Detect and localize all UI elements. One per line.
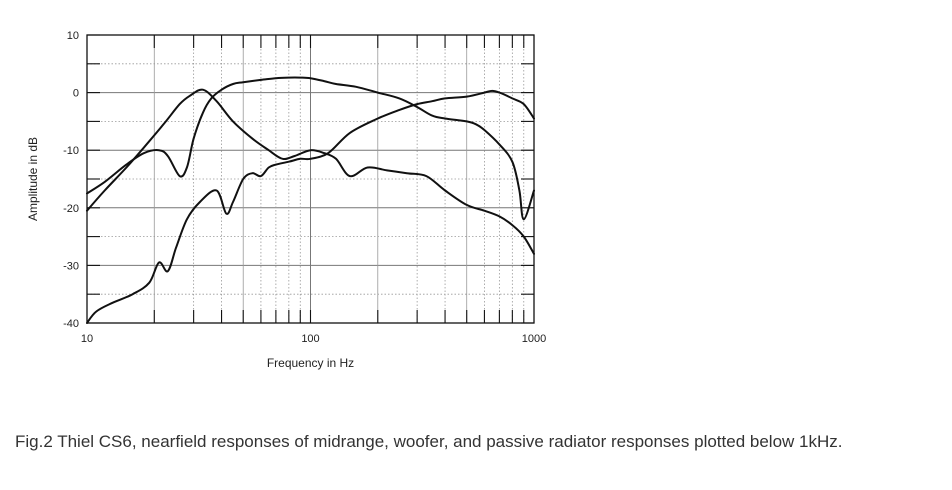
y-tick-label: -10 bbox=[63, 145, 79, 157]
plot-frame bbox=[86, 34, 535, 324]
chart-grid bbox=[87, 34, 534, 324]
series-line-2 bbox=[86, 76, 535, 221]
chart-series bbox=[86, 76, 535, 324]
y-tick-label: 0 bbox=[73, 88, 79, 100]
x-tick-label: 1000 bbox=[522, 333, 546, 345]
figure-caption: Fig.2 Thiel CS6, nearfield responses of … bbox=[15, 432, 843, 451]
y-tick-label: 10 bbox=[67, 30, 79, 42]
y-axis-label: Amplitude in dB bbox=[26, 137, 40, 221]
series-line-1 bbox=[86, 88, 535, 255]
series-line-3 bbox=[86, 89, 535, 324]
y-tick-label: -30 bbox=[63, 260, 79, 272]
x-tick-label: 100 bbox=[301, 333, 319, 345]
x-tick-label: 10 bbox=[81, 333, 93, 345]
y-tick-label: -20 bbox=[63, 203, 79, 215]
x-axis-label: Frequency in Hz bbox=[267, 356, 354, 370]
y-tick-label: -40 bbox=[63, 318, 79, 330]
